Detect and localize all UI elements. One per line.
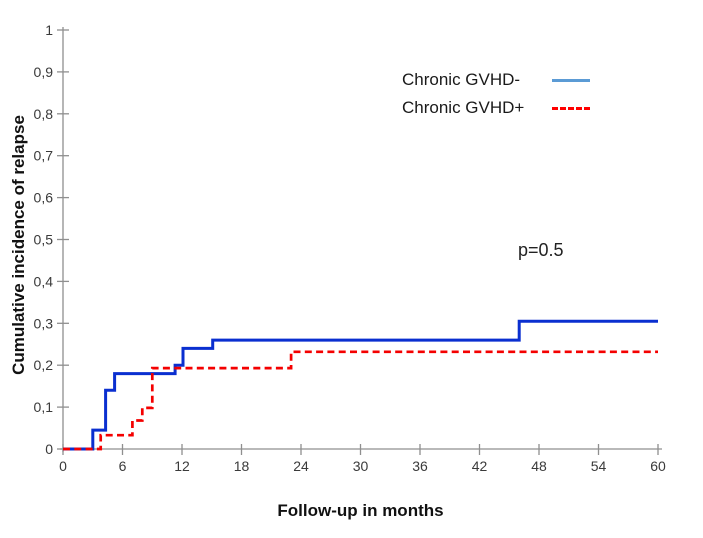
legend-line-sample-dashed: [552, 106, 590, 110]
x-tick-label: 0: [59, 458, 67, 474]
x-tick-label: 42: [472, 458, 488, 474]
x-tick-label: 12: [174, 458, 190, 474]
x-tick-label: 30: [353, 458, 369, 474]
x-tick-label: 6: [119, 458, 127, 474]
x-tick-label: 18: [234, 458, 250, 474]
y-tick-label: 0,5: [34, 232, 54, 248]
y-tick-label: 0,6: [34, 190, 54, 206]
x-tick-label: 54: [591, 458, 607, 474]
y-tick-label: 0,7: [34, 148, 54, 164]
x-tick-label: 48: [531, 458, 547, 474]
y-tick-label: 0,3: [34, 315, 54, 331]
y-tick-label: 1: [45, 22, 53, 38]
legend-label-chronic-gvhd-positive: Chronic GVHD+: [402, 98, 525, 117]
y-tick-label: 0,1: [34, 399, 54, 415]
series-line-chronic-gvhd-positive: [63, 350, 658, 451]
y-axis-label: Cumulative incidence of relapse: [9, 115, 28, 375]
x-tick-label: 36: [412, 458, 428, 474]
y-tick-label: 0,4: [34, 273, 54, 289]
legend: Chronic GVHD- Chronic GVHD+: [402, 66, 590, 122]
legend-item-chronic-gvhd-positive: Chronic GVHD+: [402, 94, 590, 122]
x-axis-label: Follow-up in months: [277, 501, 444, 520]
legend-item-chronic-gvhd-negative: Chronic GVHD-: [402, 66, 590, 94]
p-value-annotation: p=0.5: [518, 240, 564, 260]
y-tick-label: 0,2: [34, 357, 54, 373]
legend-label-chronic-gvhd-negative: Chronic GVHD-: [402, 70, 521, 89]
y-tick-label: 0,8: [34, 106, 54, 122]
y-tick-label: 0: [45, 441, 53, 457]
y-tick-label: 0,9: [34, 64, 54, 80]
x-tick-label: 60: [650, 458, 666, 474]
x-tick-label: 24: [293, 458, 309, 474]
legend-line-sample-solid: [552, 78, 590, 82]
